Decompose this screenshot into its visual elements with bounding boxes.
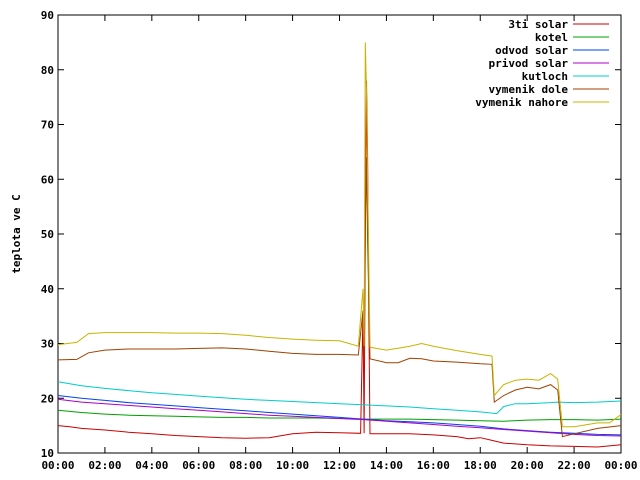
x-tick-label: 18:00 xyxy=(464,459,497,472)
series-line-vymenik-nahore xyxy=(57,42,622,428)
y-tick-label: 80 xyxy=(41,64,54,77)
x-tick-label: 14:00 xyxy=(370,459,403,472)
y-tick-label: 90 xyxy=(41,9,54,22)
x-tick-label: 04:00 xyxy=(135,459,168,472)
series-line-vymenik-dole xyxy=(57,157,622,438)
series-lines xyxy=(57,42,622,448)
y-tick-label: 60 xyxy=(41,173,54,186)
x-tick-label: 20:00 xyxy=(511,459,544,472)
x-tick-label: 16:00 xyxy=(417,459,450,472)
legend-label: 3ti solar xyxy=(508,18,568,31)
x-tick-label: 06:00 xyxy=(182,459,215,472)
y-tick-label: 20 xyxy=(41,392,54,405)
series-line-privod-solar xyxy=(57,398,622,437)
legend-label: vymenik nahore xyxy=(475,96,568,109)
x-tick-label: 00:00 xyxy=(41,459,74,472)
axis-ticks: 10 20 30 40 50 60 70 80 90 00:00 02:00 04:00 06:00 08… xyxy=(41,9,638,472)
legend-label: privod solar xyxy=(489,57,569,70)
y-tick-label: 10 xyxy=(41,447,54,460)
y-tick-label: 30 xyxy=(41,338,54,351)
y-tick-label: 50 xyxy=(41,228,54,241)
x-tick-label: 10:00 xyxy=(276,459,309,472)
y-axis-label: teplota ve C xyxy=(10,194,23,273)
legend-label: kutloch xyxy=(522,70,568,83)
series-line-kutloch xyxy=(57,381,622,415)
y-tick-label: 40 xyxy=(41,283,54,296)
legend-label: kotel xyxy=(535,31,568,44)
x-tick-label: 12:00 xyxy=(323,459,356,472)
legend-label: odvod solar xyxy=(495,44,568,57)
series-line-kotel xyxy=(57,409,622,422)
x-tick-label: 02:00 xyxy=(88,459,121,472)
x-tick-label: 22:00 xyxy=(558,459,591,472)
x-tick-label: 00:00 xyxy=(604,459,637,472)
legend-label: vymenik dole xyxy=(489,83,569,96)
y-tick-label: 70 xyxy=(41,119,54,132)
x-tick-label: 08:00 xyxy=(229,459,262,472)
